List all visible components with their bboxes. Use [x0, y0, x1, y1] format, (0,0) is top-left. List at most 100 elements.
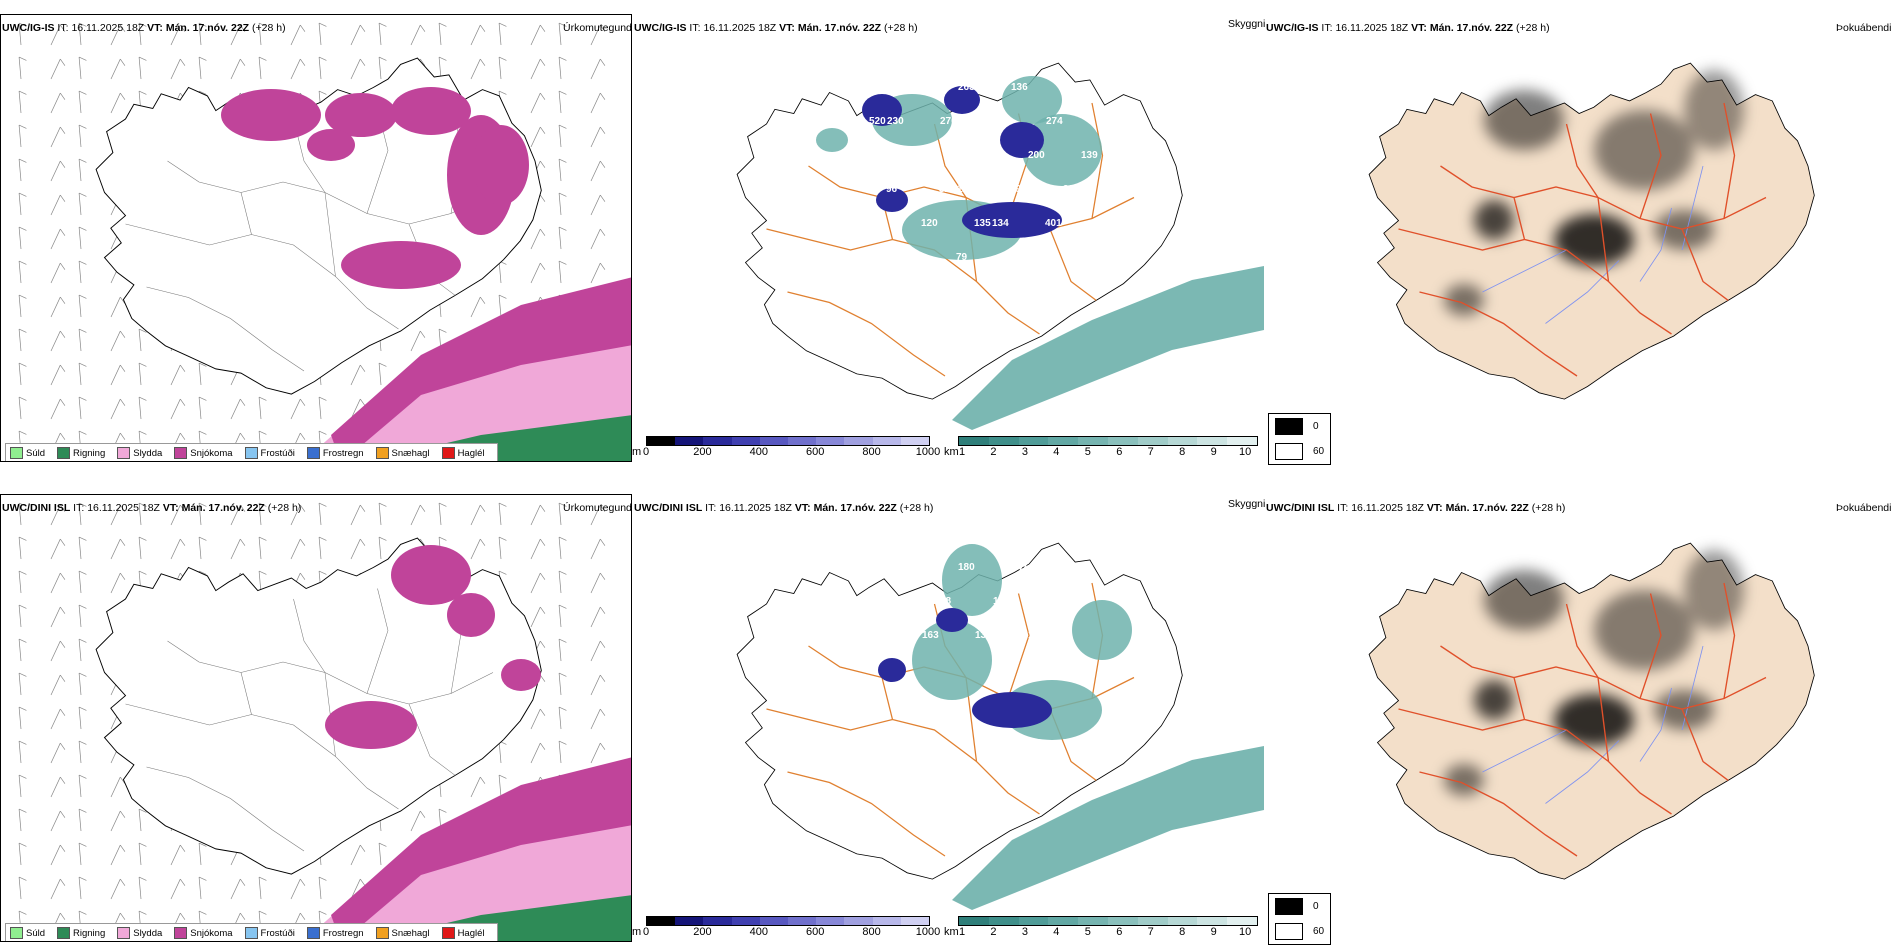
visibility-value-label: 401	[1045, 218, 1062, 229]
wind-barb	[18, 22, 27, 46]
precip-legend-item: Rigning	[57, 447, 105, 459]
visibility-value-label: 120	[921, 218, 938, 229]
colorbar-segment	[675, 917, 704, 925]
wind-barb	[78, 226, 87, 250]
snow-area	[391, 87, 471, 135]
wind-barb	[530, 262, 546, 284]
fog-area	[1474, 200, 1514, 240]
wind-barb	[138, 876, 147, 900]
visibility-value-label: 230	[887, 116, 904, 127]
wind-barb	[470, 24, 486, 46]
legend-swatch	[306, 447, 320, 459]
colorbar-segment	[1137, 437, 1168, 445]
visibility-value-label: 136	[1011, 82, 1028, 93]
precip-legend-item: Snæhagl	[375, 927, 430, 939]
legend-swatch	[375, 927, 389, 939]
wind-barb	[110, 364, 126, 386]
colorbar-segment	[759, 437, 789, 445]
colorbar-segment	[788, 437, 817, 445]
panel-title: Úrkomutegund	[563, 502, 632, 514]
wind-barb	[18, 808, 27, 832]
colorbar-segment	[1197, 437, 1228, 445]
wind-barb	[170, 24, 186, 46]
wind-barb	[50, 674, 66, 696]
wind-barb	[170, 538, 186, 560]
colorbar-tick: 6	[1116, 926, 1123, 938]
wind-barb	[590, 194, 606, 216]
wind-barb	[378, 502, 387, 526]
wind-barb	[78, 638, 87, 662]
wind-barb	[590, 228, 606, 250]
colorbar-segment	[816, 917, 845, 925]
wind-barb	[138, 396, 147, 420]
low-vis-area	[1002, 76, 1062, 124]
very-low-vis-area	[876, 188, 908, 212]
fog-area	[1484, 90, 1564, 150]
fog-area	[1654, 210, 1714, 250]
visibility-value-label: 120	[1064, 562, 1081, 573]
wind-barb	[530, 708, 546, 730]
legend-swatch	[441, 927, 455, 939]
colorbar-segment	[1048, 437, 1079, 445]
colorbar-tick: 400	[749, 446, 768, 458]
visibility-value-label: 117	[868, 218, 885, 229]
wind-barb	[50, 228, 66, 250]
wind-barb	[410, 810, 426, 832]
visibility-map: 35 132 180 747 120 82 18 118 87 72 163 139 133	[736, 542, 1264, 910]
colorbar-tick: 5	[1084, 446, 1091, 458]
wind-barb	[50, 878, 66, 900]
wind-barb	[530, 606, 546, 628]
wind-barb	[78, 158, 87, 182]
wind-barb	[18, 158, 27, 182]
colorbar-tick: 3	[1021, 446, 1028, 458]
wind-barb	[438, 22, 447, 46]
wind-barb	[230, 538, 246, 560]
legend-swatch	[10, 927, 23, 939]
colorbar-strip	[958, 436, 1258, 446]
visibility-value-label: 35	[852, 562, 864, 573]
colorbar-segment	[1197, 917, 1228, 925]
snow-area	[473, 125, 529, 205]
colorbar-segment	[1167, 437, 1198, 445]
legend-swatch	[441, 447, 455, 459]
precip-legend-item: Frostúði	[244, 447, 295, 459]
wind-barb	[78, 124, 87, 148]
wind-barb	[378, 22, 387, 46]
wind-barb	[18, 226, 27, 250]
colorbar-segment	[816, 437, 845, 445]
wind-barb	[50, 296, 66, 318]
colorbar-segment	[1107, 437, 1138, 445]
wind-barb	[318, 536, 327, 560]
wind-barb	[290, 538, 306, 560]
colorbar-tick: 5	[1084, 926, 1091, 938]
wind-barb	[198, 536, 207, 560]
wind-barb	[110, 844, 126, 866]
colorbar-segment	[1137, 917, 1168, 925]
wind-barb	[138, 56, 147, 80]
visibility-value-label: 18	[940, 596, 952, 607]
very-low-vis-area	[962, 202, 1062, 238]
wind-barb	[558, 570, 567, 594]
low-vis-area	[942, 544, 1002, 616]
wind-barb	[50, 844, 66, 866]
colorbar-tick: 0	[642, 446, 650, 458]
wind-barb	[230, 504, 246, 526]
wind-barb	[230, 878, 246, 900]
wind-barb	[498, 260, 507, 284]
visibility-value-label: 133	[1028, 630, 1045, 641]
wind-barb	[530, 504, 546, 526]
wind-barb	[50, 160, 66, 182]
wind-barb	[50, 538, 66, 560]
wind-barb	[558, 56, 567, 80]
fog-legend-item: 0	[1269, 894, 1330, 919]
wind-barb	[438, 502, 447, 526]
wind-barb	[198, 362, 207, 386]
colorbar-segment	[872, 437, 901, 445]
snow-area	[325, 93, 397, 137]
fog-area	[1654, 690, 1714, 730]
wind-barb	[530, 24, 546, 46]
wind-barb	[378, 56, 387, 80]
visibility-value-label: 239	[1064, 82, 1081, 93]
colorbar-segment	[959, 917, 989, 925]
colorbar-segment	[900, 917, 930, 925]
